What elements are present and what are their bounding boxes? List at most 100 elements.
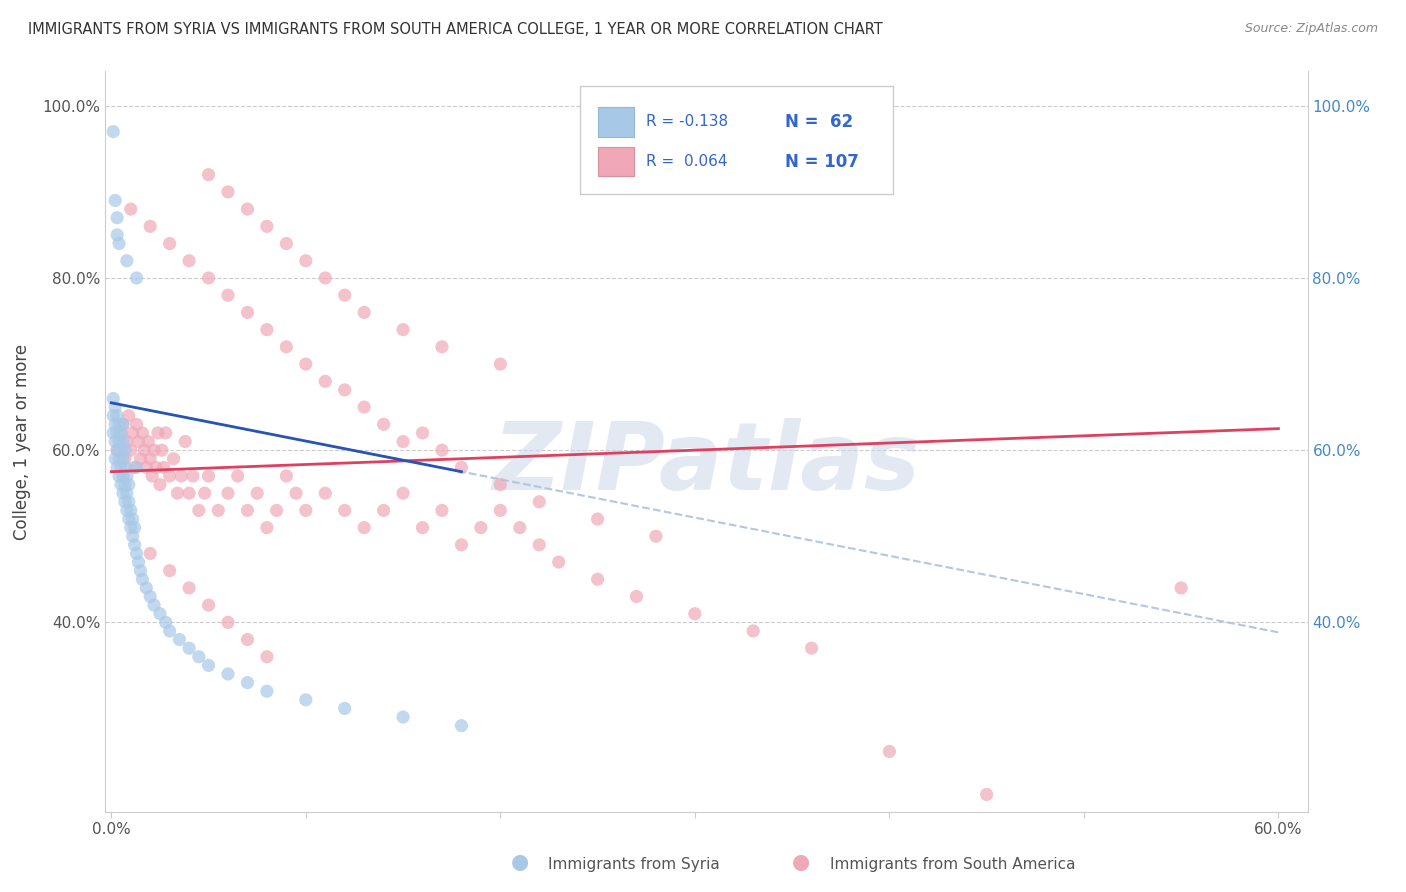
Point xyxy=(139,590,162,604)
Point xyxy=(115,469,138,483)
Point xyxy=(115,253,138,268)
Point xyxy=(114,460,136,475)
Point xyxy=(110,425,132,440)
Point xyxy=(146,425,169,440)
Point xyxy=(314,486,336,500)
Point xyxy=(285,486,308,500)
Point xyxy=(134,443,156,458)
Point xyxy=(115,434,138,449)
Point xyxy=(121,425,143,440)
Point xyxy=(217,185,239,199)
Point xyxy=(295,253,318,268)
Point xyxy=(128,434,150,449)
Point xyxy=(197,168,219,182)
Text: Source: ZipAtlas.com: Source: ZipAtlas.com xyxy=(1244,22,1378,36)
Text: N =  62: N = 62 xyxy=(785,112,853,131)
Point xyxy=(333,383,356,397)
Point xyxy=(159,469,181,483)
Point xyxy=(314,374,336,388)
Point xyxy=(266,503,288,517)
Point xyxy=(683,607,706,621)
Point xyxy=(295,357,318,371)
Point xyxy=(430,340,453,354)
FancyBboxPatch shape xyxy=(581,87,893,194)
Point xyxy=(169,632,191,647)
Point xyxy=(104,417,127,432)
Point xyxy=(392,434,415,449)
Point xyxy=(333,288,356,302)
Point xyxy=(120,202,142,216)
Point xyxy=(295,693,318,707)
Text: ●: ● xyxy=(793,853,810,872)
Point xyxy=(177,641,200,656)
Point xyxy=(124,460,146,475)
Point xyxy=(450,718,472,732)
Point xyxy=(256,521,278,535)
Point xyxy=(108,434,131,449)
Point xyxy=(121,512,143,526)
Point xyxy=(314,271,336,285)
Point xyxy=(139,451,162,466)
Point xyxy=(150,443,173,458)
Point xyxy=(217,486,239,500)
Point xyxy=(108,451,131,466)
Point xyxy=(236,632,259,647)
Point xyxy=(155,425,177,440)
Text: Immigrants from South America: Immigrants from South America xyxy=(830,857,1076,872)
Point xyxy=(976,788,998,802)
Point xyxy=(155,615,177,630)
Point xyxy=(103,409,125,423)
Point xyxy=(217,615,239,630)
Point xyxy=(529,495,551,509)
Point xyxy=(118,512,141,526)
Point xyxy=(373,503,395,517)
Point xyxy=(187,649,209,664)
Text: ZIPatlas: ZIPatlas xyxy=(492,417,921,509)
Point xyxy=(159,564,181,578)
Point xyxy=(108,417,131,432)
Point xyxy=(131,425,153,440)
Point xyxy=(139,219,162,234)
Text: ●: ● xyxy=(512,853,529,872)
Point xyxy=(236,305,259,319)
Point xyxy=(120,503,142,517)
Point xyxy=(450,538,472,552)
Point xyxy=(353,400,375,414)
Point xyxy=(547,555,569,569)
Point xyxy=(103,125,125,139)
Point xyxy=(143,598,166,612)
Point xyxy=(276,236,298,251)
Point xyxy=(141,469,163,483)
Point xyxy=(131,572,153,586)
Point xyxy=(162,451,184,466)
Point xyxy=(392,710,415,724)
Text: R =  0.064: R = 0.064 xyxy=(647,154,728,169)
Point xyxy=(114,477,136,491)
Point xyxy=(128,555,150,569)
Point xyxy=(800,641,823,656)
Point xyxy=(114,451,136,466)
Point xyxy=(177,253,200,268)
Point xyxy=(194,486,217,500)
Point xyxy=(353,521,375,535)
Point xyxy=(145,460,167,475)
Point xyxy=(626,590,648,604)
Point xyxy=(125,417,148,432)
Point xyxy=(645,529,668,543)
Point xyxy=(177,486,200,500)
Point xyxy=(118,495,141,509)
Point xyxy=(124,521,146,535)
Point xyxy=(111,434,134,449)
Point xyxy=(104,451,127,466)
Point xyxy=(430,503,453,517)
Point xyxy=(139,546,162,560)
Point xyxy=(450,460,472,475)
Point xyxy=(143,443,166,458)
Point xyxy=(105,211,128,225)
Point xyxy=(586,572,609,586)
Point xyxy=(489,357,512,371)
Point xyxy=(125,271,148,285)
Point xyxy=(256,323,278,337)
Point xyxy=(135,460,157,475)
Point xyxy=(742,624,765,638)
